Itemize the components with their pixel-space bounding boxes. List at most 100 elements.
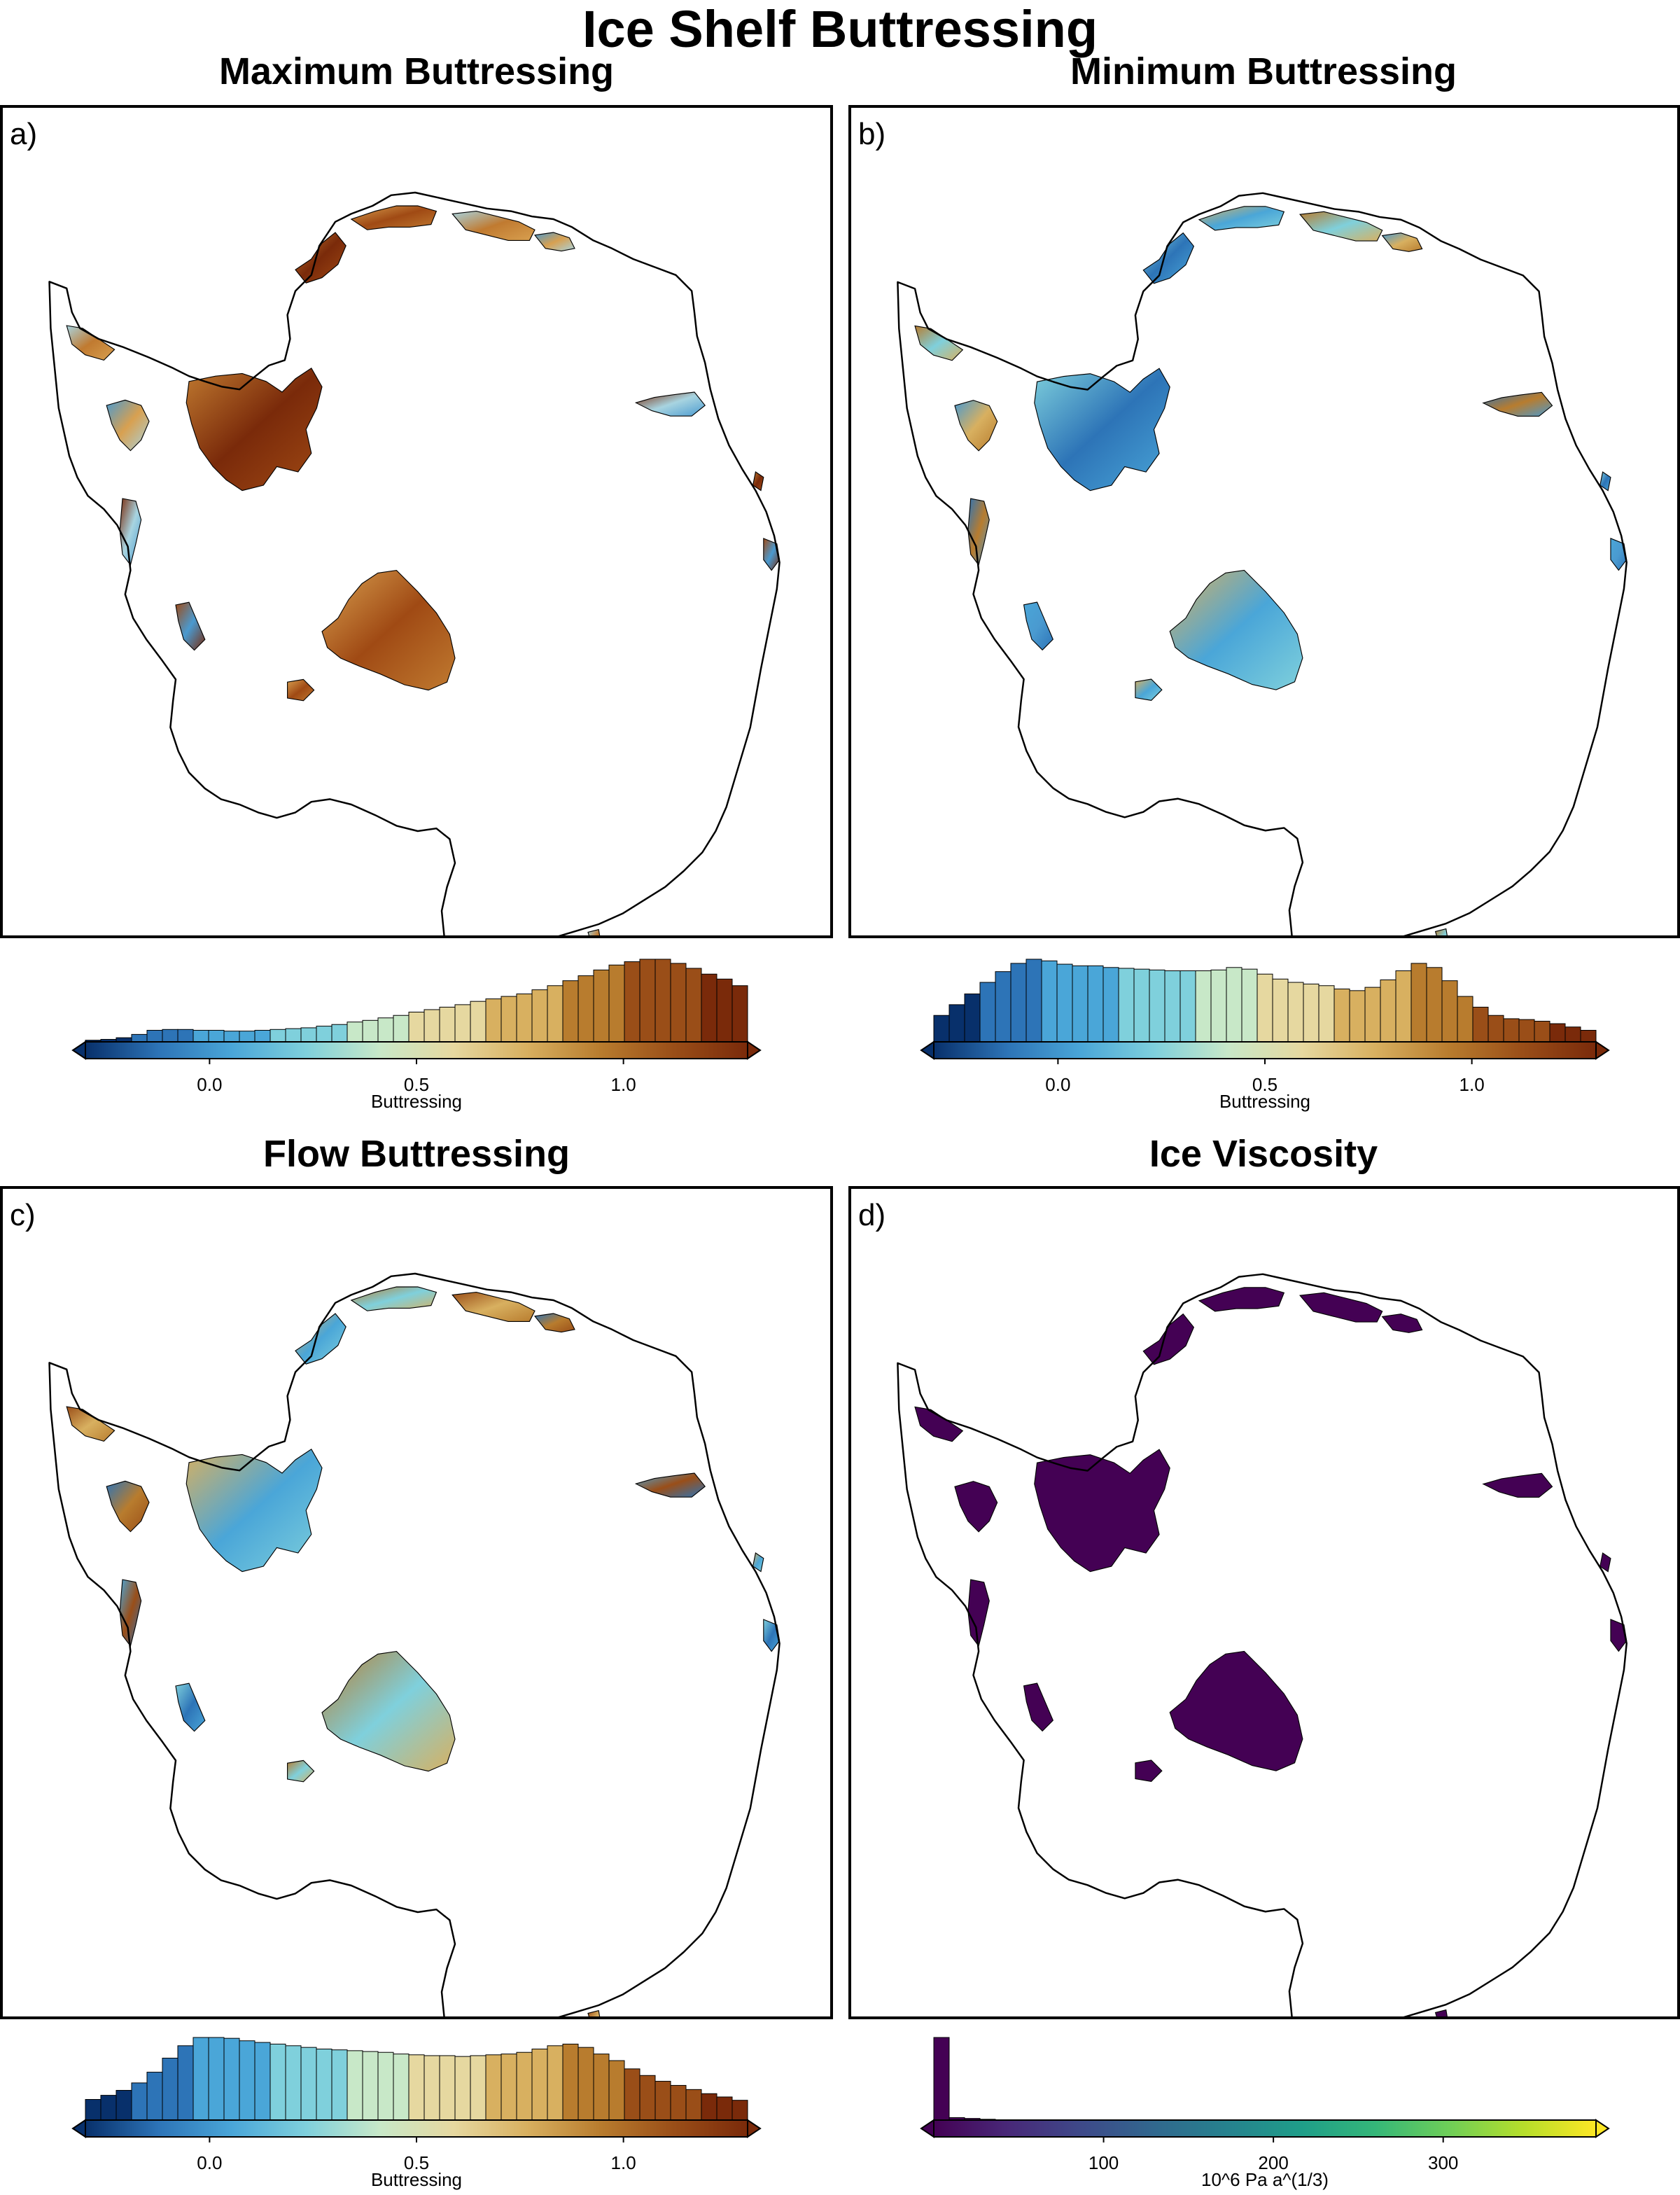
histogram-bar (933, 2037, 950, 2121)
histogram-bar (670, 2084, 687, 2121)
colorbar-tick-label: 0.0 (197, 1074, 223, 1095)
ice-shelf (1023, 1682, 1054, 1732)
histogram-bar (1056, 963, 1073, 1043)
histogram-bar (562, 980, 579, 1043)
histogram-bar (1457, 996, 1474, 1043)
ice-shelf (533, 232, 575, 252)
histogram-bar (547, 2045, 564, 2121)
panel-b-letter: b) (858, 117, 886, 151)
histogram-bar (685, 2089, 702, 2121)
histogram-bar (1534, 1021, 1550, 1043)
histogram-bar (1133, 968, 1150, 1043)
colorbar-strip (85, 1041, 748, 1059)
histogram-bar (239, 1031, 255, 1043)
ice-shelf (1381, 1313, 1423, 1333)
ice-shelf (350, 205, 438, 230)
histogram-bar (670, 963, 687, 1043)
continent-group (897, 192, 1628, 935)
panel-c-colorbar-label: Buttressing (370, 2169, 463, 2190)
histogram-bar (162, 1029, 178, 1043)
colorbar-max-arrow (1595, 2119, 1610, 2138)
histogram-bar (701, 973, 718, 1043)
ice-shelf (1434, 928, 1448, 935)
ice-shelf (752, 1552, 764, 1573)
histogram-bar (1334, 988, 1350, 1043)
histogram-bar (316, 1026, 332, 1043)
histogram-bar (454, 1004, 471, 1043)
histogram-bar (408, 1012, 425, 1043)
histogram-bar (1072, 965, 1088, 1043)
ice-shelf (295, 1313, 346, 1365)
colorbar-tick-label: 300 (1427, 2152, 1459, 2173)
colorbar-min-arrow (920, 2119, 934, 2138)
coastline (897, 1273, 1628, 2016)
histogram-bar (300, 1027, 317, 1043)
ice-shelf (587, 928, 601, 935)
histogram-bar (470, 1001, 486, 1043)
ice-shelf (1482, 1472, 1553, 1498)
histogram-bar (485, 998, 502, 1043)
panel-b-title: Minimum Buttressing (1070, 50, 1457, 92)
histogram-bar (562, 2043, 579, 2121)
ice-shelf (66, 325, 115, 361)
panel-d-map: d) (848, 1186, 1680, 2019)
histogram-bar (531, 2049, 548, 2121)
ice-shelf (634, 1472, 706, 1498)
ice-shelf (1482, 391, 1553, 417)
histogram-bar (115, 2090, 132, 2121)
histogram-bar (223, 2037, 240, 2121)
ice-shelf (186, 1448, 323, 1573)
histogram-bar (1226, 967, 1242, 1043)
panel-d-map-svg (897, 1273, 1628, 2016)
histogram-bar (1580, 1029, 1597, 1043)
histogram-bar (516, 994, 533, 1043)
histogram-bar (500, 2054, 517, 2121)
histogram-bar (377, 2051, 394, 2121)
colorbar-strip (933, 2119, 1597, 2138)
histogram-bar (1149, 969, 1166, 1043)
colorbar-max-arrow (1595, 1040, 1610, 1060)
figure-title: Ice Shelf Buttressing (582, 0, 1098, 58)
colorbar-strip (85, 2119, 748, 2138)
histogram-bar (732, 985, 748, 1043)
histogram-bar (685, 968, 702, 1043)
histogram-bar (439, 1006, 456, 1043)
histogram-bar (1395, 970, 1412, 1043)
histogram-bar (1349, 990, 1366, 1043)
histogram-bar (1180, 970, 1196, 1043)
histogram-bar (1102, 967, 1119, 1043)
histogram-bar (270, 2043, 286, 2121)
histogram-bar (964, 994, 981, 1043)
panel-c-colorbar-svg (71, 2037, 762, 2142)
ice-shelf (106, 1480, 150, 1533)
histogram-bar (1488, 1015, 1504, 1043)
histogram-bar (100, 2095, 117, 2121)
ice-shelf (1198, 206, 1285, 231)
ice-shelf (1434, 2009, 1448, 2016)
panel-d-colorbar-ticks: 100 200 300 (918, 2142, 1611, 2173)
histogram-bar (223, 1031, 240, 1043)
ice-shelf (451, 211, 536, 241)
ice-shelf (1135, 1760, 1163, 1782)
ice-shelf (321, 569, 456, 691)
histogram-bar (593, 969, 610, 1043)
ice-shelf (1034, 1449, 1170, 1573)
histogram-bar (192, 2037, 209, 2121)
ice-shelf (587, 2009, 601, 2016)
histogram-bar (1118, 968, 1135, 1043)
histogram-bar (424, 2055, 440, 2121)
coastline (48, 191, 780, 935)
panel-d-title: Ice Viscosity (1149, 1133, 1378, 1175)
ice-shelf (1198, 1287, 1285, 1312)
ice-shelf (175, 601, 206, 651)
histogram-bar (270, 1029, 286, 1043)
histogram-bar (346, 2050, 363, 2121)
histogram-bar (1195, 970, 1212, 1043)
colorbar-tick-label: 0.5 (403, 2152, 430, 2173)
ice-shelf (106, 399, 150, 452)
histogram-bar (624, 961, 640, 1043)
colorbar-tick-label: 1.0 (610, 2152, 636, 2173)
histogram-bar (1426, 967, 1443, 1043)
ice-shelf (287, 1760, 315, 1783)
ice-shelf (634, 391, 706, 417)
